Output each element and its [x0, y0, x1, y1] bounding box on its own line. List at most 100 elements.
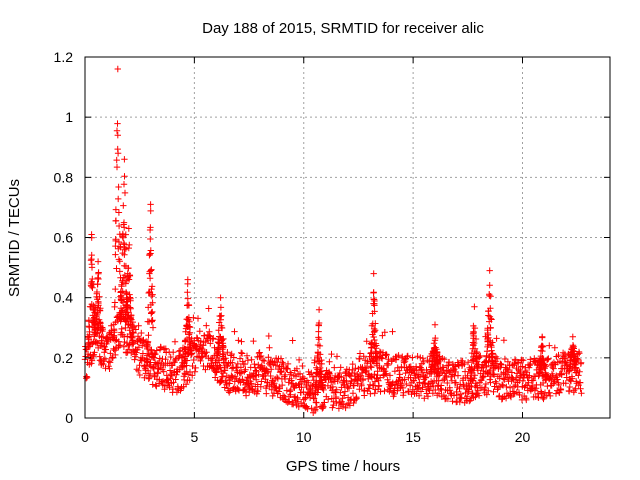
data-point: [488, 316, 495, 323]
data-point: [526, 362, 533, 369]
data-point: [91, 322, 98, 329]
data-point: [98, 342, 106, 350]
x-axis-label: GPS time / hours: [286, 458, 400, 475]
data-point: [134, 333, 142, 340]
data-point: [442, 372, 449, 380]
data-point: [181, 353, 188, 360]
data-point: [124, 274, 132, 281]
data-point: [420, 358, 427, 366]
data-point: [399, 384, 407, 392]
data-point: [178, 354, 185, 361]
data-point: [396, 371, 403, 378]
data-point: [466, 382, 474, 390]
data-point: [490, 388, 497, 395]
data-point: [551, 344, 558, 351]
data-point: [248, 380, 255, 387]
data-point: [97, 324, 104, 331]
data-point: [352, 365, 359, 372]
data-point: [149, 291, 156, 298]
data-point: [181, 360, 188, 367]
data-point: [301, 378, 308, 385]
data-point: [125, 265, 132, 272]
data-point: [95, 270, 102, 277]
data-point: [332, 393, 340, 401]
data-point: [435, 365, 442, 373]
data-point: [444, 395, 452, 403]
data-point: [277, 368, 284, 375]
data-point: [115, 183, 122, 191]
data-point: [287, 386, 294, 394]
data-point: [492, 378, 499, 385]
data-point: [265, 332, 272, 340]
data-point: [228, 372, 235, 379]
data-point: [160, 368, 167, 375]
data-point: [545, 355, 552, 362]
data-point: [246, 384, 253, 392]
data-point: [539, 333, 546, 340]
data-point: [149, 364, 157, 371]
data-point: [257, 383, 264, 390]
data-point: [153, 383, 160, 390]
data-point: [511, 360, 518, 368]
data-point: [367, 373, 375, 380]
data-point: [132, 326, 139, 333]
data-point: [400, 359, 408, 366]
data-point: [148, 346, 155, 353]
data-point: [193, 334, 200, 341]
data-point: [444, 379, 451, 387]
data-point: [148, 266, 155, 273]
data-point: [158, 378, 166, 386]
data-point: [573, 369, 580, 376]
data-point: [217, 304, 225, 311]
data-point: [122, 280, 129, 287]
data-point: [557, 386, 565, 394]
data-point: [359, 369, 366, 377]
data-point: [244, 379, 251, 386]
data-point: [185, 314, 193, 321]
data-point: [216, 312, 223, 320]
data-point: [329, 383, 336, 391]
data-point: [95, 302, 102, 309]
data-point: [539, 347, 546, 355]
data-point: [315, 334, 322, 341]
data-point: [458, 394, 465, 401]
data-point: [371, 336, 378, 344]
data-point: [261, 357, 268, 365]
data-point: [111, 347, 118, 354]
data-point: [435, 390, 443, 397]
data-point: [321, 399, 328, 406]
data-point: [313, 403, 320, 411]
data-point: [119, 288, 126, 295]
data-point: [550, 365, 557, 372]
data-point: [363, 367, 370, 374]
data-point: [135, 367, 142, 374]
data-point: [416, 379, 423, 386]
data-point: [342, 404, 349, 412]
data-point: [480, 373, 487, 380]
data-point: [445, 358, 453, 366]
data-point: [126, 241, 133, 249]
data-point: [566, 365, 573, 373]
data-point: [330, 389, 338, 396]
data-point: [468, 357, 476, 364]
data-point: [500, 375, 507, 382]
data-point: [515, 359, 522, 366]
data-point: [457, 381, 464, 388]
data-point: [552, 390, 560, 397]
data-point: [106, 365, 113, 372]
data-point: [411, 372, 419, 379]
data-point: [555, 381, 562, 389]
data-point: [316, 342, 324, 350]
data-point: [198, 354, 205, 361]
data-point: [343, 401, 351, 408]
data-point: [318, 367, 325, 375]
data-point: [213, 369, 220, 376]
data-point: [111, 303, 118, 311]
data-point: [486, 282, 493, 289]
data-point: [576, 368, 583, 375]
data-point: [353, 395, 360, 402]
data-point: [287, 371, 295, 378]
data-point: [558, 371, 565, 378]
data-point: [206, 328, 213, 335]
